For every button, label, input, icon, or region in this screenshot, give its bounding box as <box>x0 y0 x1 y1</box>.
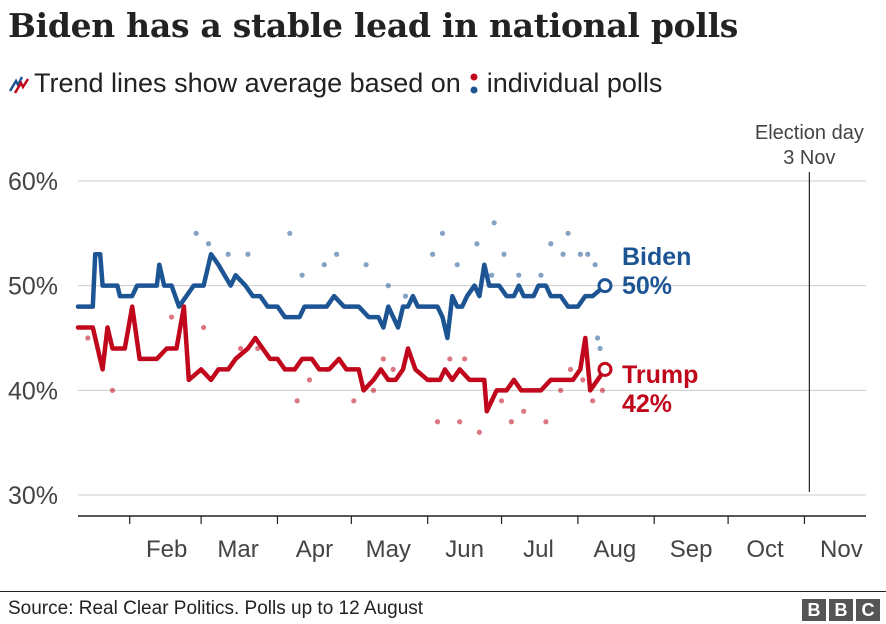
biden-poll-dot <box>193 230 199 236</box>
trump-poll-dot <box>476 429 482 435</box>
poll-dots-icon <box>470 73 478 93</box>
biden-trend-line <box>75 251 608 341</box>
biden-poll-dot <box>538 272 544 278</box>
election-day-date-label: 3 Nov <box>783 147 835 169</box>
y-tick-label: 50% <box>8 273 58 301</box>
biden-poll-dot <box>489 272 495 278</box>
biden-poll-dot <box>560 251 566 257</box>
x-tick-label: Mar <box>217 536 258 563</box>
biden-poll-dot <box>287 230 293 236</box>
trump-poll-dot <box>462 356 468 362</box>
trump-poll-dot <box>390 366 396 373</box>
biden-poll-dot <box>439 230 446 236</box>
biden-poll-dot <box>321 262 327 268</box>
trump-series-label: Trump <box>622 361 698 389</box>
trump-poll-dot <box>457 419 463 425</box>
trump-poll-dot <box>434 419 441 425</box>
biden-poll-dot <box>565 230 571 236</box>
labels-layer: 30% 40% 50% 60% Feb Mar Apr May Jun Jul Aug Sep Oct N… <box>8 122 864 563</box>
biden-poll-dot <box>592 262 598 268</box>
subtitle-text-trend: Trend lines show average based on <box>34 68 461 98</box>
trump-poll-dot <box>521 408 527 414</box>
trump-poll-dot <box>237 345 244 352</box>
grid-layer <box>78 172 866 524</box>
biden-poll-dot <box>430 251 436 257</box>
biden-poll-dot <box>585 251 591 257</box>
biden-value-label: 50% <box>622 272 672 300</box>
biden-end-marker <box>597 278 613 294</box>
trump-poll-dot <box>370 387 377 393</box>
biden-poll-dot <box>501 251 507 257</box>
x-tick-label: Sep <box>670 536 713 563</box>
x-tick-label: Apr <box>296 536 333 563</box>
trump-value-label: 42% <box>622 390 672 418</box>
trump-poll-dot <box>85 335 91 341</box>
trump-poll-dot <box>380 356 386 362</box>
trump-poll-dot <box>508 419 514 425</box>
chart-title: Biden has a stable lead in national poll… <box>8 6 739 45</box>
biden-poll-dot <box>225 251 231 257</box>
x-tick-label: Jun <box>445 536 484 563</box>
poll-chart: 30% 40% 50% 60% Feb Mar Apr May Jun Jul Aug Sep Oct N… <box>8 122 866 563</box>
x-tick-label: Jul <box>523 536 554 563</box>
trump-poll-dot <box>351 398 357 404</box>
source-text: Source: Real Clear Politics. Polls up to… <box>8 598 424 619</box>
biden-poll-dot <box>402 293 409 299</box>
trump-poll-dot <box>498 398 505 404</box>
trump-poll-dot <box>580 377 586 383</box>
footer: Source: Real Clear Politics. Polls up to… <box>0 591 886 624</box>
bbc-logo-letter: C <box>856 599 880 621</box>
biden-poll-dot <box>333 251 340 257</box>
trump-poll-dot <box>294 398 300 404</box>
trump-poll-dot <box>558 387 564 393</box>
biden-poll-dot <box>205 241 212 247</box>
trump-poll-dot <box>567 366 574 373</box>
biden-poll-dot <box>548 241 554 247</box>
y-tick-label: 30% <box>8 482 58 510</box>
bbc-logo: B B C <box>802 599 880 621</box>
poll-dots-layer <box>85 220 606 435</box>
trend-lines-layer <box>75 251 613 414</box>
chart-subtitle: Trend lines show average based on indivi… <box>8 68 662 99</box>
x-tick-label: May <box>366 536 411 563</box>
x-tick-label: Oct <box>746 536 784 563</box>
y-tick-label: 40% <box>8 377 58 405</box>
bbc-logo-letter: B <box>802 599 826 621</box>
trend-lines-icon <box>8 75 30 94</box>
biden-poll-dot <box>299 272 305 278</box>
biden-poll-dot <box>516 272 522 278</box>
trump-poll-dot <box>447 356 453 362</box>
trump-poll-dot <box>109 387 116 393</box>
x-tick-label: Nov <box>820 536 863 563</box>
biden-poll-dot <box>491 220 497 226</box>
biden-poll-dot <box>474 241 480 247</box>
trump-poll-dot <box>590 398 596 404</box>
trump-poll-dot <box>168 314 175 320</box>
biden-poll-dot <box>577 251 583 257</box>
trump-trend-line <box>75 304 608 414</box>
biden-poll-dot <box>363 262 369 268</box>
biden-poll-dot <box>597 345 603 352</box>
biden-poll-dot <box>594 335 601 341</box>
trump-end-marker <box>597 361 613 377</box>
election-day-label: Election day <box>755 122 864 144</box>
trump-poll-dot <box>306 377 313 383</box>
biden-poll-dot <box>454 262 460 268</box>
bbc-logo-letter: B <box>829 599 853 621</box>
subtitle-text-polls: individual polls <box>486 68 663 98</box>
x-tick-label: Aug <box>593 536 636 563</box>
biden-poll-dot <box>245 251 251 257</box>
trump-poll-dot <box>543 419 549 425</box>
trump-poll-dot <box>200 324 207 331</box>
trump-poll-dot <box>599 387 606 393</box>
biden-series-label: Biden <box>622 243 691 271</box>
y-tick-label: 60% <box>8 168 58 196</box>
biden-poll-dot <box>385 283 391 289</box>
x-tick-label: Feb <box>146 536 187 563</box>
